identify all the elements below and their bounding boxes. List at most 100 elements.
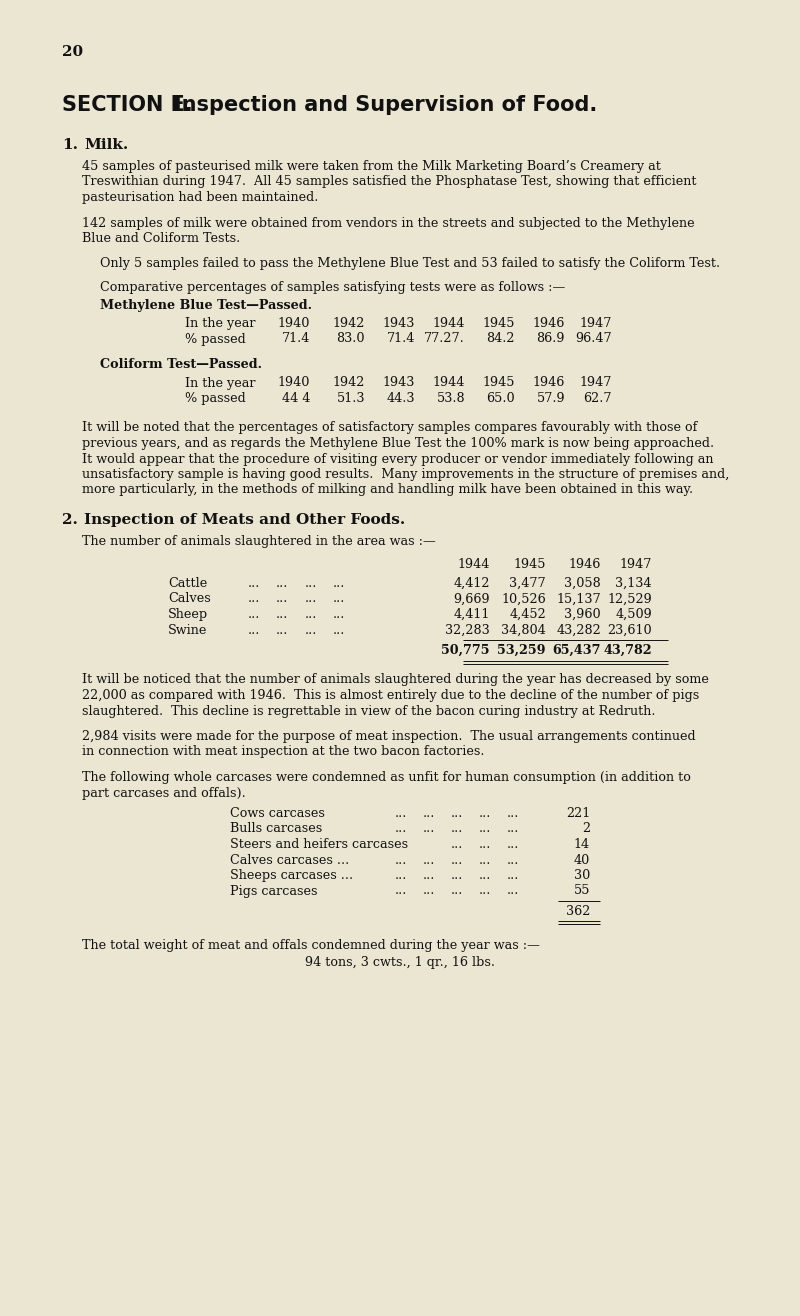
Text: 62.7: 62.7 (583, 392, 612, 405)
Text: 14: 14 (574, 838, 590, 851)
Text: Bulls carcases: Bulls carcases (230, 822, 322, 836)
Text: 2: 2 (582, 822, 590, 836)
Text: 3,960: 3,960 (564, 608, 601, 621)
Text: Milk.: Milk. (84, 138, 128, 153)
Text: ...: ... (479, 884, 491, 898)
Text: In the year: In the year (185, 317, 255, 330)
Text: part carcases and offals).: part carcases and offals). (82, 787, 246, 800)
Text: 1946: 1946 (569, 558, 601, 571)
Text: The number of animals slaughtered in the area was :—: The number of animals slaughtered in the… (82, 536, 436, 547)
Text: ...: ... (305, 608, 318, 621)
Text: 1943: 1943 (382, 376, 415, 390)
Text: It will be noticed that the number of animals slaughtered during the year has de: It will be noticed that the number of an… (82, 674, 709, 687)
Text: ...: ... (276, 576, 288, 590)
Text: Inspection of Meats and Other Foods.: Inspection of Meats and Other Foods. (84, 513, 406, 526)
Text: 40: 40 (574, 854, 590, 866)
Text: 45 samples of pasteurised milk were taken from the Milk Marketing Board’s Creame: 45 samples of pasteurised milk were take… (82, 161, 661, 172)
Text: SECTION E.: SECTION E. (62, 95, 193, 114)
Text: 34,804: 34,804 (502, 624, 546, 637)
Text: 1940: 1940 (278, 376, 310, 390)
Text: ...: ... (248, 576, 260, 590)
Text: 2,984 visits were made for the purpose of meat inspection.  The usual arrangemen: 2,984 visits were made for the purpose o… (82, 730, 696, 744)
Text: 1.: 1. (62, 138, 78, 153)
Text: The following whole carcases were condemned as unfit for human consumption (in a: The following whole carcases were condem… (82, 771, 691, 784)
Text: ...: ... (451, 838, 463, 851)
Text: 84.2: 84.2 (486, 333, 515, 346)
Text: It would appear that the procedure of visiting every producer or vendor immediat: It would appear that the procedure of vi… (82, 453, 714, 466)
Text: ...: ... (305, 624, 318, 637)
Text: 9,669: 9,669 (454, 592, 490, 605)
Text: ...: ... (479, 822, 491, 836)
Text: ...: ... (395, 884, 407, 898)
Text: unsatisfactory sample is having good results.  Many improvements in the structur: unsatisfactory sample is having good res… (82, 468, 730, 482)
Text: ...: ... (395, 869, 407, 882)
Text: ...: ... (507, 838, 519, 851)
Text: 1940: 1940 (278, 317, 310, 330)
Text: 15,137: 15,137 (556, 592, 601, 605)
Text: 55: 55 (574, 884, 590, 898)
Text: 65,437: 65,437 (553, 644, 601, 657)
Text: Blue and Coliform Tests.: Blue and Coliform Tests. (82, 232, 240, 245)
Text: Inspection and Supervision of Food.: Inspection and Supervision of Food. (174, 95, 598, 114)
Text: ...: ... (423, 822, 435, 836)
Text: % passed: % passed (185, 333, 246, 346)
Text: % passed: % passed (185, 392, 246, 405)
Text: 1945: 1945 (514, 558, 546, 571)
Text: previous years, and as regards the Methylene Blue Test the 100% mark is now bein: previous years, and as regards the Methy… (82, 437, 714, 450)
Text: 32,283: 32,283 (446, 624, 490, 637)
Text: ...: ... (507, 822, 519, 836)
Text: ...: ... (507, 884, 519, 898)
Text: 71.4: 71.4 (386, 333, 415, 346)
Text: more particularly, in the methods of milking and handling milk have been obtaine: more particularly, in the methods of mil… (82, 483, 693, 496)
Text: 44 4: 44 4 (282, 392, 310, 405)
Text: 3,058: 3,058 (564, 576, 601, 590)
Text: ...: ... (333, 592, 346, 605)
Text: 43,282: 43,282 (556, 624, 601, 637)
Text: Cows carcases: Cows carcases (230, 807, 325, 820)
Text: ...: ... (479, 854, 491, 866)
Text: ...: ... (507, 869, 519, 882)
Text: ...: ... (451, 884, 463, 898)
Text: 1942: 1942 (333, 376, 365, 390)
Text: 4,412: 4,412 (454, 576, 490, 590)
Text: 1942: 1942 (333, 317, 365, 330)
Text: ...: ... (333, 608, 346, 621)
Text: ...: ... (451, 854, 463, 866)
Text: 221: 221 (566, 807, 590, 820)
Text: 1947: 1947 (620, 558, 652, 571)
Text: ...: ... (305, 592, 318, 605)
Text: ...: ... (479, 838, 491, 851)
Text: ...: ... (423, 854, 435, 866)
Text: 43,782: 43,782 (603, 644, 652, 657)
Text: 1944: 1944 (433, 376, 465, 390)
Text: 77.27.: 77.27. (424, 333, 465, 346)
Text: 1944: 1944 (458, 558, 490, 571)
Text: In the year: In the year (185, 376, 255, 390)
Text: 1943: 1943 (382, 317, 415, 330)
Text: ...: ... (423, 884, 435, 898)
Text: ...: ... (248, 624, 260, 637)
Text: The total weight of meat and offals condemned during the year was :—: The total weight of meat and offals cond… (82, 938, 540, 951)
Text: Calves carcases ...: Calves carcases ... (230, 854, 350, 866)
Text: 4,411: 4,411 (454, 608, 490, 621)
Text: pasteurisation had been maintained.: pasteurisation had been maintained. (82, 191, 318, 204)
Text: ...: ... (276, 608, 288, 621)
Text: Sheeps carcases ...: Sheeps carcases ... (230, 869, 353, 882)
Text: ...: ... (333, 624, 346, 637)
Text: ...: ... (276, 624, 288, 637)
Text: 50,775: 50,775 (442, 644, 490, 657)
Text: ...: ... (507, 854, 519, 866)
Text: 53.8: 53.8 (436, 392, 465, 405)
Text: slaughtered.  This decline is regrettable in view of the bacon curing industry a: slaughtered. This decline is regrettable… (82, 704, 655, 717)
Text: Coliform Test—Passed.: Coliform Test—Passed. (100, 358, 262, 371)
Text: ...: ... (479, 869, 491, 882)
Text: Comparative percentages of samples satisfying tests were as follows :—: Comparative percentages of samples satis… (100, 282, 566, 293)
Text: Swine: Swine (168, 624, 207, 637)
Text: ...: ... (395, 822, 407, 836)
Text: 20: 20 (62, 45, 83, 59)
Text: 10,526: 10,526 (502, 592, 546, 605)
Text: ...: ... (276, 592, 288, 605)
Text: Treswithian during 1947.  All 45 samples satisfied the Phosphatase Test, showing: Treswithian during 1947. All 45 samples … (82, 175, 697, 188)
Text: 1946: 1946 (533, 317, 565, 330)
Text: 53,259: 53,259 (498, 644, 546, 657)
